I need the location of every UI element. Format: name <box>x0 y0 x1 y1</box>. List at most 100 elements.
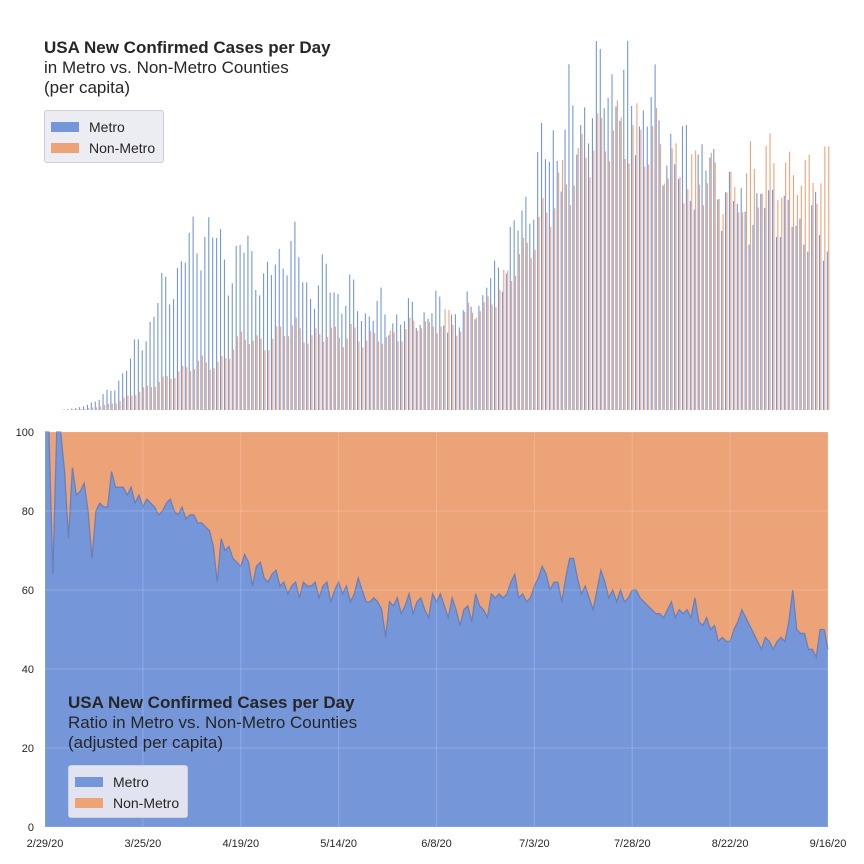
bar-nonmetro <box>385 336 387 410</box>
bar-metro <box>219 229 222 410</box>
bar-metro <box>478 305 480 410</box>
bar-nonmetro <box>221 355 223 410</box>
bar-nonmetro <box>190 371 192 410</box>
bar-metro <box>415 327 417 410</box>
bar-nonmetro <box>170 379 172 410</box>
bar-metro <box>728 171 731 410</box>
bar-metro <box>204 236 206 410</box>
bar-nonmetro <box>612 130 614 411</box>
bar-metro <box>462 310 464 410</box>
bar-nonmetro <box>354 327 356 410</box>
x-tick-label: 7/3/20 <box>519 838 550 850</box>
bar-metro <box>376 301 378 410</box>
bar-nonmetro <box>405 329 407 410</box>
bar-metro <box>102 394 104 410</box>
bar-metro <box>407 298 409 410</box>
bar-nonmetro <box>127 395 129 410</box>
bar-nonmetro <box>663 183 665 410</box>
bar-nonmetro <box>444 309 446 410</box>
metro-swatch <box>75 776 103 787</box>
bar-metro <box>118 380 120 410</box>
bar-nonmetro <box>742 212 744 410</box>
bar-nonmetro <box>464 311 466 410</box>
bar-metro <box>826 251 828 410</box>
bar-metro <box>717 199 719 410</box>
bar-nonmetro <box>734 187 736 410</box>
bar-metro <box>748 244 750 410</box>
bar-metro <box>533 219 535 410</box>
bar-metro <box>634 155 637 410</box>
bar-metro <box>411 301 413 410</box>
bar-nonmetro <box>487 296 489 410</box>
legend-label-metro: Metro <box>89 118 125 135</box>
bar-metro <box>818 235 821 410</box>
bar-nonmetro <box>276 326 278 410</box>
bar-nonmetro <box>96 407 98 410</box>
bar-nonmetro <box>92 407 94 410</box>
bar-metro <box>811 205 813 410</box>
bar-nonmetro <box>166 376 168 410</box>
bar-nonmetro <box>162 376 164 410</box>
bar-metro <box>75 408 77 411</box>
bar-nonmetro <box>197 360 199 410</box>
bar-nonmetro <box>620 117 622 410</box>
bar-nonmetro <box>667 178 669 410</box>
bar-nonmetro <box>687 189 689 410</box>
x-tick-label: 8/22/20 <box>712 838 749 850</box>
bar-nonmetro <box>636 103 638 410</box>
bar-nonmetro <box>828 146 830 410</box>
bar-metro <box>388 335 390 410</box>
bar-nonmetro <box>409 317 411 410</box>
bottom-chart-title: USA New Confirmed Cases per Day <box>68 693 355 712</box>
bar-metro <box>259 295 261 410</box>
bar-metro <box>678 179 680 410</box>
bar-nonmetro <box>550 226 552 410</box>
bar-metro <box>490 278 492 410</box>
bar-metro <box>419 324 421 410</box>
bar-metro <box>638 126 640 410</box>
bar-metro <box>79 407 81 410</box>
bar-nonmetro <box>311 335 313 410</box>
bar-metro <box>349 274 351 410</box>
bar-nonmetro <box>225 358 227 410</box>
bar-metro <box>114 390 116 410</box>
bar-nonmetro <box>264 350 266 410</box>
bottom-title-block: USA New Confirmed Cases per Day Ratio in… <box>68 693 357 753</box>
y-tick-label: 0 <box>28 822 34 834</box>
bar-nonmetro <box>479 311 481 410</box>
legend-label-nonmetro: Non-Metro <box>89 139 156 156</box>
bar-nonmetro <box>76 409 78 410</box>
bar-metro <box>768 190 770 410</box>
bar-metro <box>552 130 554 410</box>
bar-nonmetro <box>757 207 759 410</box>
bar-metro <box>779 237 781 410</box>
bar-nonmetro <box>683 203 685 410</box>
bar-metro <box>384 314 386 410</box>
bar-metro <box>760 193 762 410</box>
bar-metro <box>642 110 644 410</box>
bar-metro <box>169 304 171 410</box>
bar-metro <box>161 272 163 410</box>
bar-metro <box>764 208 766 410</box>
bar-metro <box>501 291 503 410</box>
bar-nonmetro <box>229 358 231 410</box>
bar-metro <box>556 161 558 410</box>
bar-metro <box>666 165 668 410</box>
bar-metro <box>721 230 723 410</box>
bottom-legend: Metro Non-Metro <box>68 765 189 818</box>
bar-metro <box>670 133 672 410</box>
bar-metro <box>86 404 88 410</box>
bar-nonmetro <box>374 332 376 410</box>
metro-boundary-line <box>45 431 829 660</box>
bar-nonmetro <box>240 331 243 410</box>
bar-metro <box>611 74 613 410</box>
top-bar-chart <box>63 40 830 411</box>
bar-metro <box>67 409 69 410</box>
bar-nonmetro <box>440 326 442 410</box>
bar-nonmetro <box>432 326 434 410</box>
bar-nonmetro <box>193 369 196 410</box>
bar-metro <box>294 221 296 410</box>
bar-nonmetro <box>530 258 532 410</box>
bar-metro <box>681 126 684 410</box>
bar-nonmetro <box>522 237 524 410</box>
